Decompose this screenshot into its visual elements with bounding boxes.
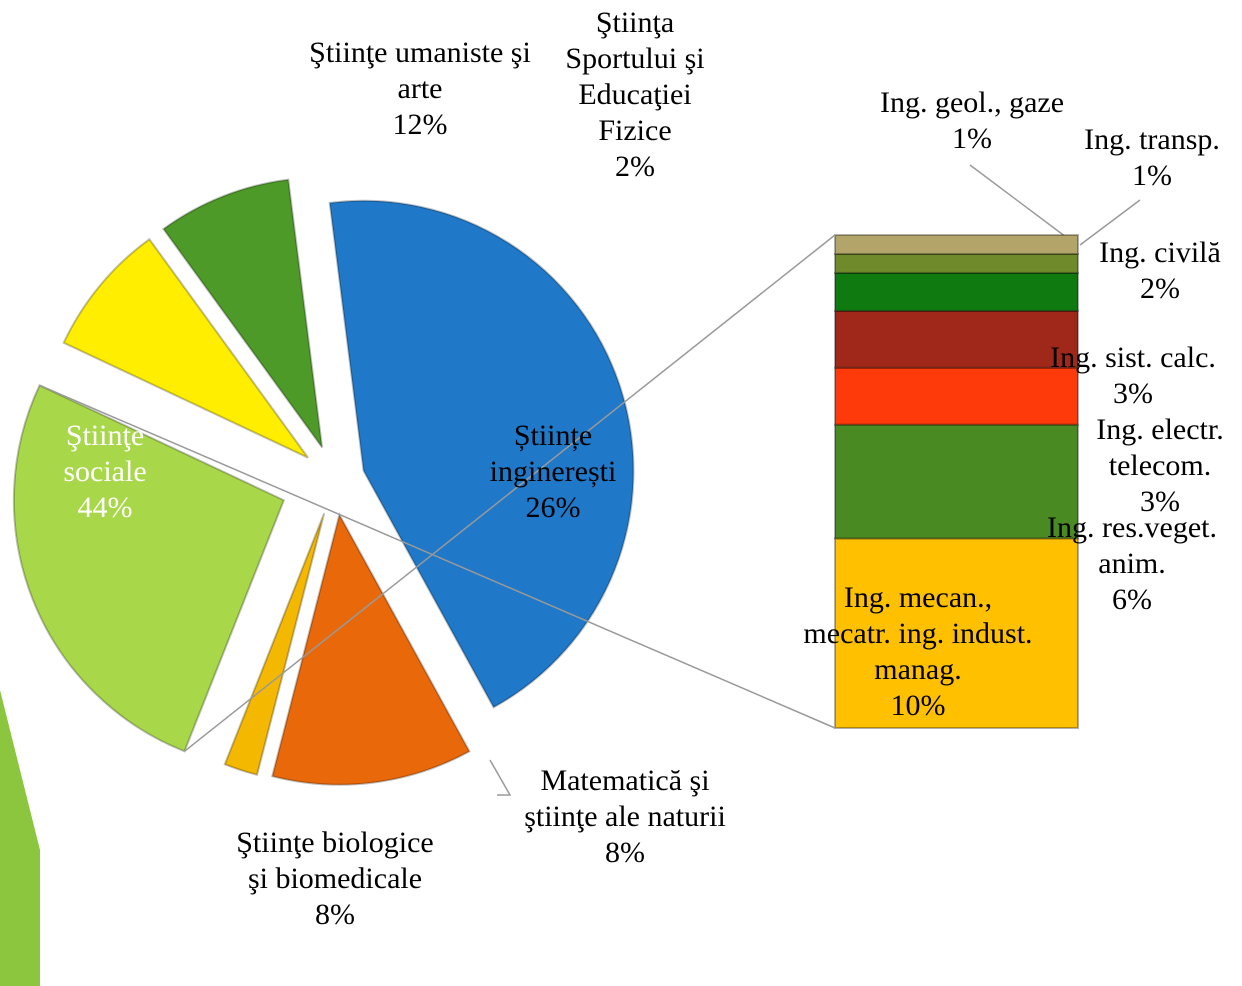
category-label: Ing. transp. bbox=[1084, 123, 1220, 156]
value-label: 44% bbox=[77, 491, 133, 524]
data-label: Științe inginerești 26% bbox=[453, 418, 653, 526]
category-label: Ing. res.veget. anim. bbox=[1047, 511, 1217, 580]
data-label: Matematică şi ştiinţe ale naturii 8% bbox=[505, 763, 745, 871]
pie-slice bbox=[271, 512, 471, 786]
leader-line bbox=[969, 164, 1071, 241]
category-label: Ing. civilă bbox=[1099, 236, 1221, 269]
bar-segment bbox=[834, 252, 1079, 274]
data-label: Ştiinţe sociale 44% bbox=[35, 418, 175, 526]
bar-segment bbox=[834, 537, 1079, 730]
bar-segment bbox=[834, 271, 1079, 312]
category-label: Științe inginerești bbox=[489, 419, 617, 488]
value-label: 2% bbox=[615, 150, 655, 183]
pie-slice bbox=[62, 237, 309, 459]
pie-slice bbox=[328, 199, 635, 709]
value-label: 10% bbox=[890, 689, 946, 722]
pie-slice bbox=[12, 383, 286, 753]
connector-line bbox=[184, 234, 836, 752]
data-label: Ing. mecan., mecatr. ing. indust. manag.… bbox=[803, 580, 1033, 724]
value-label: 1% bbox=[1132, 159, 1172, 192]
category-label: Ing. geol., gaze bbox=[879, 86, 1065, 119]
data-label: Ing. civilă 2% bbox=[1080, 235, 1240, 307]
category-label: Ing. mecan., mecatr. ing. indust. manag. bbox=[803, 581, 1033, 686]
data-label: Ştiinţe umaniste şi arte 12% bbox=[300, 35, 540, 143]
value-label: 3% bbox=[1113, 377, 1153, 410]
bar-segment bbox=[834, 309, 1079, 369]
value-label: 8% bbox=[315, 898, 355, 931]
category-label: Ştiinţe biologice şi biomedicale bbox=[236, 826, 434, 895]
data-label: Ştiinţa Sportului şi Educaţiei Fizice 2% bbox=[540, 5, 730, 185]
connector-line bbox=[39, 384, 836, 729]
value-label: 1% bbox=[952, 122, 992, 155]
value-label: 3% bbox=[1140, 485, 1180, 518]
category-label: Ştiinţe sociale bbox=[63, 419, 147, 488]
leader-line bbox=[1079, 199, 1141, 246]
data-label: Ing. res.veget. anim. 6% bbox=[1032, 510, 1232, 618]
value-label: 26% bbox=[525, 491, 581, 524]
decoration bbox=[0, 690, 40, 986]
bar-segment bbox=[834, 234, 1079, 255]
data-label: Ing. geol., gaze 1% bbox=[842, 85, 1102, 157]
category-label: Ştiinţa Sportului şi Educaţiei Fizice bbox=[565, 6, 705, 147]
value-label: 2% bbox=[1140, 272, 1180, 305]
category-label: Ing. electr. telecom. bbox=[1096, 413, 1224, 482]
pie-slice bbox=[223, 512, 326, 777]
data-label: Ing. sist. calc. 3% bbox=[1033, 340, 1233, 412]
category-label: Matematică şi ştiinţe ale naturii bbox=[524, 764, 726, 833]
value-label: 8% bbox=[605, 836, 645, 869]
data-label: Ing. electr. telecom. 3% bbox=[1075, 412, 1242, 520]
data-label: Ştiinţe biologice şi biomedicale 8% bbox=[225, 825, 445, 933]
value-label: 12% bbox=[392, 108, 448, 141]
bar-segment bbox=[834, 423, 1079, 540]
data-label: Ing. transp. 1% bbox=[1062, 122, 1242, 194]
category-label: Ştiinţe umaniste şi arte bbox=[309, 36, 531, 105]
value-label: 6% bbox=[1112, 583, 1152, 616]
pie-slice bbox=[162, 178, 324, 449]
category-label: Ing. sist. calc. bbox=[1050, 341, 1216, 374]
leader-line bbox=[489, 759, 512, 796]
